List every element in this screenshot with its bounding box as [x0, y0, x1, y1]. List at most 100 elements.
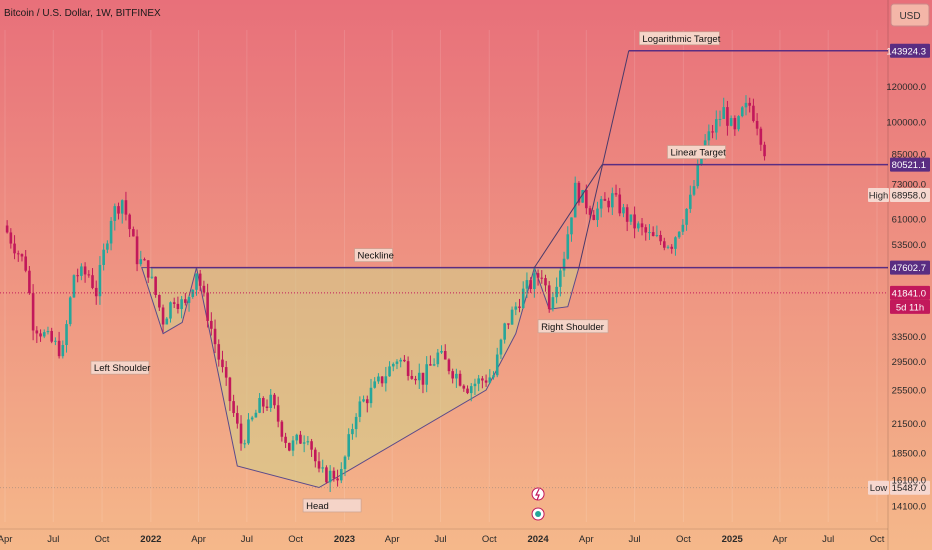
candle-body [299, 434, 302, 444]
candle-body [399, 359, 402, 362]
candle-body [68, 297, 72, 325]
candle-body [328, 470, 332, 483]
candle-body [217, 344, 221, 360]
annotation-head-box[interactable] [302, 498, 362, 513]
candle-body [696, 164, 700, 187]
candle-body [351, 429, 354, 435]
candle-body [447, 359, 451, 372]
candle-body [740, 107, 744, 117]
candle-body [198, 273, 202, 286]
candle-body [432, 364, 436, 366]
candle-body [150, 276, 154, 278]
candle-body [555, 286, 558, 298]
candle-body [83, 266, 87, 275]
candle-body [410, 375, 414, 379]
candle-body [146, 260, 150, 278]
candle-body [336, 478, 339, 481]
y-tick-label: 18500.0 [892, 448, 926, 459]
candle-body [640, 223, 644, 228]
candle-body [187, 296, 191, 303]
x-tick-label: Oct [870, 534, 885, 545]
candle-body [403, 359, 406, 362]
candle-body [113, 206, 117, 221]
candle-body [499, 339, 503, 355]
candle-body [540, 277, 544, 279]
currency-button[interactable] [890, 3, 930, 27]
candle-body [50, 331, 53, 342]
candle-body [670, 246, 674, 249]
chart-title: Bitcoin / U.S. Dollar, 1W, BITFINEX [4, 8, 161, 19]
candle-body [585, 190, 588, 209]
candle-body [763, 144, 766, 157]
candle-body [202, 285, 206, 293]
neckline-price-tag-box [890, 260, 930, 275]
candle-body [596, 208, 599, 220]
candle-body [91, 275, 94, 288]
candle-body [384, 376, 388, 384]
y-tick-label: 16100.0 [892, 476, 926, 487]
low-price-tag-label: Low [870, 483, 888, 494]
candle-body [288, 442, 291, 451]
annotation-right-shoulder-box[interactable] [537, 319, 609, 334]
candle-body [228, 377, 232, 402]
candle-body [158, 294, 161, 308]
candle-body [481, 378, 484, 381]
annotation-neckline-box[interactable] [354, 248, 393, 262]
candle-body [677, 231, 681, 238]
candle-body [436, 352, 440, 365]
candle-body [343, 456, 347, 470]
candle-body [243, 443, 247, 445]
x-tick-label: Jul [822, 534, 834, 545]
candle-body [310, 441, 313, 450]
neckline-price-tag: 47602.7 [892, 263, 926, 274]
high-price-tag-box [890, 187, 930, 202]
candle-body [718, 118, 722, 120]
candle-body [406, 361, 410, 376]
candle-body [529, 280, 532, 290]
candle-body [521, 288, 525, 309]
candle-body [759, 128, 763, 145]
candle-body [391, 363, 395, 367]
candle-body [176, 303, 180, 310]
candle-body [547, 285, 551, 310]
x-axis[interactable]: Apr Jul Oct 2022 Apr Jul Oct 2023 Apr Jul Oct 2024 A… [0, 528, 888, 545]
annotation-log-target-box[interactable] [639, 31, 720, 46]
candle-body [588, 208, 592, 215]
candle-body [729, 118, 733, 126]
candle-body [135, 236, 139, 265]
log-target-price-tag: 143924.3 [886, 46, 926, 57]
candle-body [269, 394, 273, 408]
candle-body [161, 307, 165, 325]
event-flash-icon[interactable] [531, 487, 545, 501]
candle-body [295, 434, 299, 441]
candle-body [607, 200, 610, 208]
candle-body [443, 351, 447, 360]
candle-body [31, 293, 35, 331]
candle-body [685, 208, 688, 225]
high-price-tag-label: High [869, 190, 889, 201]
candle-body [210, 320, 213, 329]
y-axis[interactable]: 14100.0 15487.0 Low 16100.0 18500.0 21500.0 25… [868, 0, 930, 550]
candle-body [507, 323, 510, 325]
y-tick-label: 120000.0 [886, 82, 926, 93]
annotation-left-shoulder-box[interactable] [90, 360, 150, 375]
annotation-linear-target-box[interactable] [667, 145, 726, 159]
candle-body [666, 246, 670, 248]
candle-body [748, 102, 752, 106]
candle-body [236, 413, 239, 424]
candle-body [514, 306, 518, 310]
y-tick-label: 29500.0 [892, 357, 926, 368]
candle-body [752, 105, 755, 121]
candle-body [414, 378, 417, 381]
candle-body [492, 375, 495, 378]
candle-body [365, 399, 369, 404]
candle-body [503, 323, 506, 340]
candle-body [458, 373, 462, 386]
candle-body [247, 419, 250, 444]
candle-body [35, 330, 39, 334]
candle-body [250, 417, 254, 420]
candle-body [221, 359, 224, 368]
candle-body [637, 223, 640, 229]
candle-body [317, 461, 321, 469]
